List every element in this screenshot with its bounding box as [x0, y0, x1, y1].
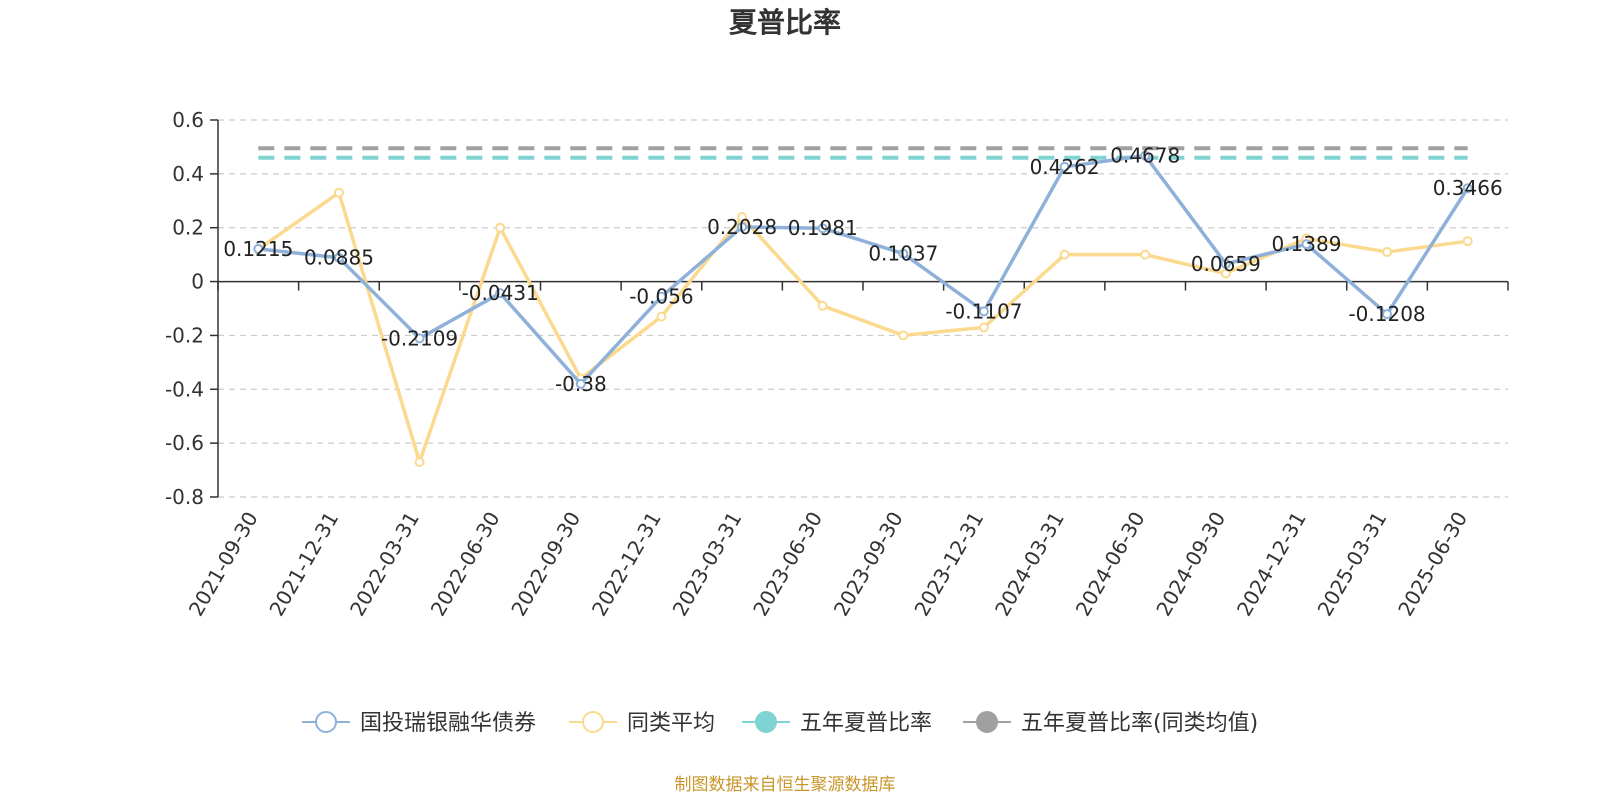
source-note: 制图数据来自恒生聚源数据库	[675, 775, 896, 795]
legend-marker	[315, 711, 337, 733]
legend-marker	[976, 711, 998, 733]
data-point	[495, 288, 506, 299]
x-tick-label: 2023-06-30	[748, 508, 827, 621]
y-tick-label: 0.4	[172, 162, 204, 186]
data-label: 0.3466	[1433, 176, 1503, 200]
x-tick-label: 2022-03-31	[345, 508, 424, 621]
x-tick-label: 2024-12-31	[1232, 508, 1311, 621]
data-label: -0.0431	[462, 281, 539, 305]
x-tick-label: 2022-12-31	[587, 508, 666, 621]
x-tick-label: 2024-09-30	[1151, 508, 1230, 621]
data-point	[1301, 239, 1312, 250]
data-label: 0.1215	[223, 237, 293, 261]
data-point	[1382, 246, 1393, 257]
data-label: -0.38	[555, 372, 607, 396]
data-point	[1059, 249, 1070, 260]
y-tick-label: 0.2	[172, 216, 204, 240]
y-tick-label: 0.6	[172, 108, 204, 132]
data-label: 0.2028	[707, 215, 777, 239]
reference-lines	[258, 146, 1468, 160]
data-label: -0.1107	[945, 299, 1022, 323]
x-tick-label: 2022-09-30	[506, 508, 585, 621]
data-label: -0.2109	[381, 326, 458, 350]
data-label: 0.0885	[304, 246, 374, 270]
y-tick-label: -0.6	[165, 431, 204, 455]
data-point	[333, 187, 344, 198]
y-tick-label: -0.8	[165, 485, 204, 509]
y-tick-label: 0	[191, 270, 204, 294]
data-label: -0.056	[629, 285, 693, 309]
data-point	[978, 306, 989, 317]
x-tick-label: 2024-03-31	[990, 508, 1069, 621]
legend-marker	[582, 711, 604, 733]
legend-label: 五年夏普比率(同类均值)	[1021, 711, 1258, 736]
data-point	[414, 456, 425, 467]
data-point	[737, 211, 748, 222]
data-point	[1220, 258, 1231, 269]
y-tick-label: -0.4	[165, 377, 204, 401]
data-point	[253, 243, 264, 254]
data-point	[1059, 161, 1070, 172]
data-label: 0.1981	[788, 216, 858, 240]
data-point	[333, 252, 344, 263]
data-label: 0.4678	[1110, 144, 1180, 168]
data-point	[1140, 150, 1151, 161]
data-label: 0.4262	[1030, 155, 1100, 179]
grid-lines	[218, 119, 1508, 498]
series-lines	[253, 150, 1473, 467]
legend-marker	[755, 711, 777, 733]
chart-title: 夏普比率	[729, 6, 841, 39]
x-tick-label: 2021-09-30	[184, 508, 263, 621]
legend-label: 国投瑞银融华债券	[360, 711, 536, 736]
series-line	[257, 190, 1468, 464]
data-point	[656, 311, 667, 322]
data-point	[1462, 236, 1473, 247]
data-point	[414, 333, 425, 344]
data-point	[495, 222, 506, 233]
x-tick-label: 2021-12-31	[264, 508, 343, 621]
x-tick-label: 2023-09-30	[829, 508, 908, 621]
x-tick-label: 2023-03-31	[667, 508, 746, 621]
data-point	[1462, 183, 1473, 194]
legend-label: 五年夏普比率	[800, 711, 932, 736]
data-point	[737, 221, 748, 232]
data-point	[1382, 309, 1393, 320]
data-point	[978, 322, 989, 333]
series-line	[258, 153, 1470, 386]
data-labels: 0.1215 0.0885 -0.2109-0.0431 -0.38 -0.056 0.2…	[223, 144, 1502, 396]
x-tick-label: 2025-03-31	[1312, 508, 1391, 621]
data-label: 0.1389	[1271, 232, 1341, 256]
x-tick-label: 2025-06-30	[1393, 508, 1472, 621]
data-label: 0.0659	[1191, 252, 1261, 276]
data-label: 0.1037	[868, 242, 938, 266]
data-point	[656, 291, 667, 302]
data-point	[817, 223, 828, 234]
x-tick-label: 2023-12-31	[909, 508, 988, 621]
x-tick-label: 2022-06-30	[426, 508, 505, 621]
legend-label: 同类平均	[627, 711, 715, 736]
data-point	[1220, 268, 1231, 279]
data-point	[817, 300, 828, 311]
y-tick-label: -0.2	[165, 323, 204, 347]
data-point	[1140, 249, 1151, 260]
data-label: -0.1208	[1348, 302, 1425, 326]
legend: 国投瑞银融华债券 同类平均 五年夏普比率 五年夏普比率(同类均值)	[302, 711, 1258, 736]
x-tick-label: 2024-06-30	[1071, 508, 1150, 621]
data-point	[898, 248, 909, 259]
data-point	[898, 330, 909, 341]
data-point	[575, 378, 586, 389]
